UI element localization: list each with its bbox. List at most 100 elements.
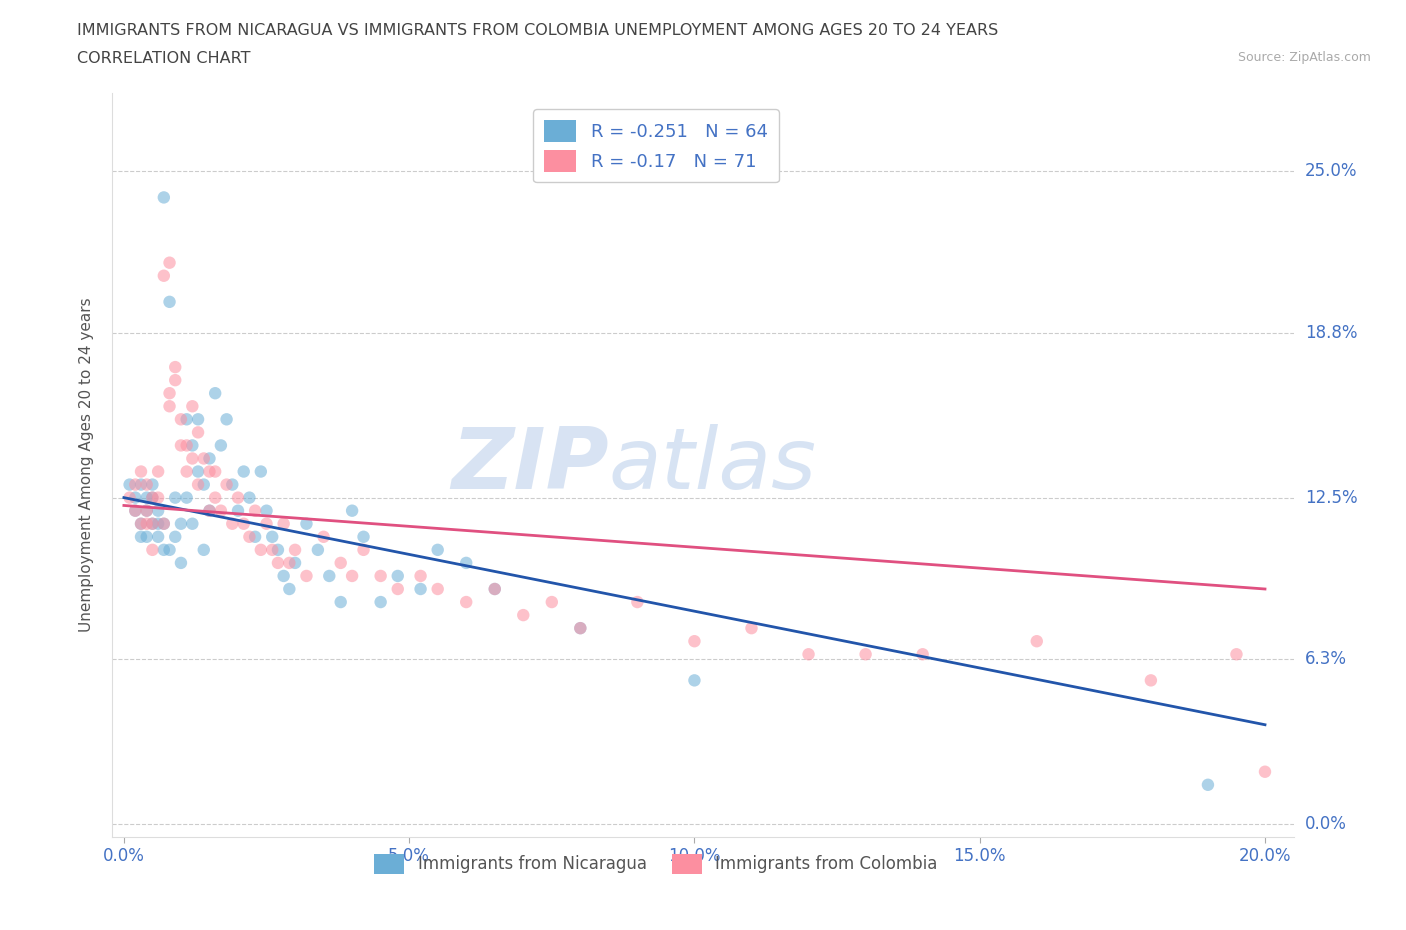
Point <box>387 568 409 583</box>
Point <box>176 438 198 453</box>
Point <box>329 594 352 609</box>
Point <box>409 581 432 596</box>
Point <box>135 503 157 518</box>
Point <box>456 594 478 609</box>
Point <box>181 516 204 531</box>
Point <box>267 542 290 557</box>
Point <box>198 464 221 479</box>
Point <box>204 490 226 505</box>
Point <box>135 477 157 492</box>
Point <box>409 568 432 583</box>
Point <box>569 620 592 635</box>
Point <box>118 477 141 492</box>
Y-axis label: Unemployment Among Ages 20 to 24 years: Unemployment Among Ages 20 to 24 years <box>79 298 94 632</box>
Point <box>215 412 238 427</box>
Point <box>153 516 176 531</box>
Point <box>153 516 176 531</box>
Point <box>204 464 226 479</box>
Point <box>146 516 169 531</box>
Point <box>193 542 215 557</box>
Point <box>243 529 266 544</box>
Point <box>159 255 181 270</box>
Point <box>129 516 152 531</box>
Point <box>284 555 307 570</box>
Legend: Immigrants from Nicaragua, Immigrants from Colombia: Immigrants from Nicaragua, Immigrants fr… <box>367 847 943 881</box>
Point <box>141 516 163 531</box>
Point <box>340 503 363 518</box>
Point <box>118 490 141 505</box>
Point <box>353 542 375 557</box>
Point <box>1225 647 1247 662</box>
Point <box>135 529 157 544</box>
Point <box>187 412 209 427</box>
Point <box>307 542 329 557</box>
Point <box>426 581 449 596</box>
Text: 25.0%: 25.0% <box>1305 163 1357 180</box>
Point <box>146 529 169 544</box>
Point <box>176 464 198 479</box>
Point <box>238 529 260 544</box>
Point <box>153 542 176 557</box>
Point <box>340 568 363 583</box>
Point <box>318 568 340 583</box>
Point <box>165 529 187 544</box>
Point <box>232 464 254 479</box>
Point <box>124 490 146 505</box>
Point <box>569 620 592 635</box>
Point <box>1197 777 1219 792</box>
Point <box>204 386 226 401</box>
Point <box>1025 633 1047 648</box>
Point <box>181 451 204 466</box>
Point <box>141 542 163 557</box>
Point <box>256 516 278 531</box>
Point <box>141 477 163 492</box>
Point <box>181 438 204 453</box>
Point <box>198 503 221 518</box>
Point <box>855 647 877 662</box>
Point <box>250 464 273 479</box>
Text: atlas: atlas <box>609 423 817 507</box>
Point <box>626 594 648 609</box>
Point <box>124 477 146 492</box>
Point <box>295 568 318 583</box>
Point <box>1140 673 1163 688</box>
Point <box>911 647 934 662</box>
Text: IMMIGRANTS FROM NICARAGUA VS IMMIGRANTS FROM COLOMBIA UNEMPLOYMENT AMONG AGES 20: IMMIGRANTS FROM NICARAGUA VS IMMIGRANTS … <box>77 23 998 38</box>
Point <box>159 542 181 557</box>
Point <box>273 568 295 583</box>
Text: 0.0%: 0.0% <box>1305 815 1347 833</box>
Point <box>267 555 290 570</box>
Text: Source: ZipAtlas.com: Source: ZipAtlas.com <box>1237 51 1371 64</box>
Point <box>295 516 318 531</box>
Point <box>262 542 284 557</box>
Point <box>135 516 157 531</box>
Point <box>209 438 232 453</box>
Point <box>129 477 152 492</box>
Point <box>221 516 243 531</box>
Point <box>221 477 243 492</box>
Point <box>353 529 375 544</box>
Point <box>232 516 254 531</box>
Point <box>165 373 187 388</box>
Point <box>135 503 157 518</box>
Point <box>159 295 181 310</box>
Point <box>329 555 352 570</box>
Point <box>170 412 193 427</box>
Point <box>278 581 301 596</box>
Point <box>540 594 562 609</box>
Point <box>176 412 198 427</box>
Point <box>209 503 232 518</box>
Point <box>278 555 301 570</box>
Point <box>370 594 392 609</box>
Point <box>135 490 157 505</box>
Point <box>146 490 169 505</box>
Point <box>165 490 187 505</box>
Point <box>683 673 706 688</box>
Point <box>193 451 215 466</box>
Point <box>740 620 762 635</box>
Point <box>181 399 204 414</box>
Point <box>165 360 187 375</box>
Point <box>187 464 209 479</box>
Point <box>124 503 146 518</box>
Point <box>129 464 152 479</box>
